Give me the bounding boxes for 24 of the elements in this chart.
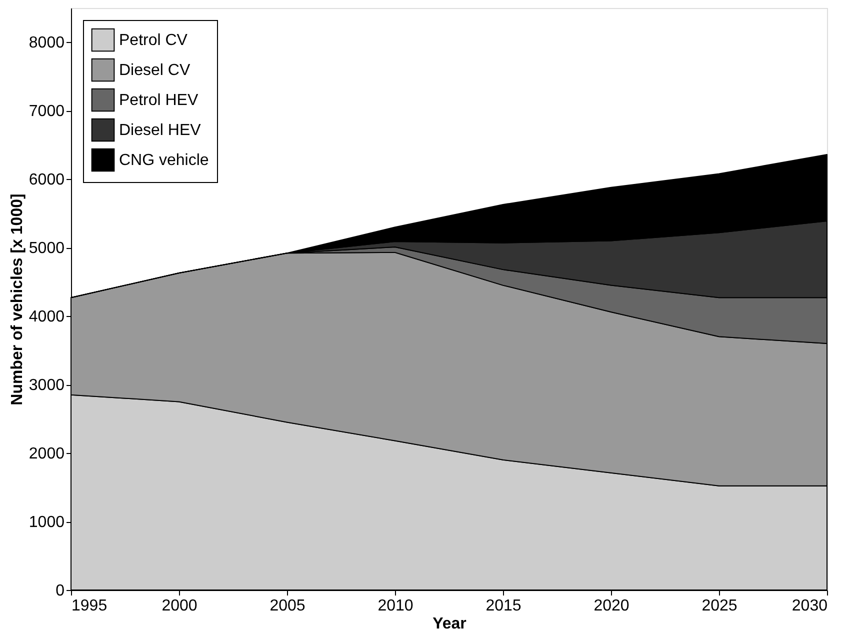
legend-label: Petrol HEV <box>119 92 198 109</box>
y-tick-label: 6000 <box>28 172 65 189</box>
y-tick-label: 4000 <box>28 308 65 326</box>
y-tick-label: 8000 <box>28 34 65 52</box>
y-tick-label: 7000 <box>28 103 65 120</box>
x-tick-label: 2020 <box>594 598 630 614</box>
x-tick-label: 2005 <box>270 598 306 614</box>
legend-label: Diesel HEV <box>119 122 202 139</box>
legend-label: CNG vehicle <box>119 152 209 169</box>
x-axis-title: Year <box>432 616 466 632</box>
x-tick-label: 2000 <box>162 598 198 614</box>
y-axis-title: Number of vehicles [x 1000] <box>8 194 26 406</box>
x-tick-label: 2030 <box>792 598 828 614</box>
x-tick-label: 2025 <box>702 598 738 614</box>
x-tick-label: 2010 <box>378 598 414 614</box>
y-tick-label: 0 <box>56 582 65 600</box>
legend-label: Petrol CV <box>119 32 188 49</box>
y-tick-label: 1000 <box>28 514 65 532</box>
legend-label: Diesel CV <box>119 62 190 79</box>
x-tick-label: 2015 <box>486 598 522 614</box>
y-tick-label: 5000 <box>28 240 65 258</box>
y-tick-label: 3000 <box>28 377 65 394</box>
x-tick-label: 1995 <box>72 598 108 614</box>
y-tick-label: 2000 <box>28 446 65 463</box>
